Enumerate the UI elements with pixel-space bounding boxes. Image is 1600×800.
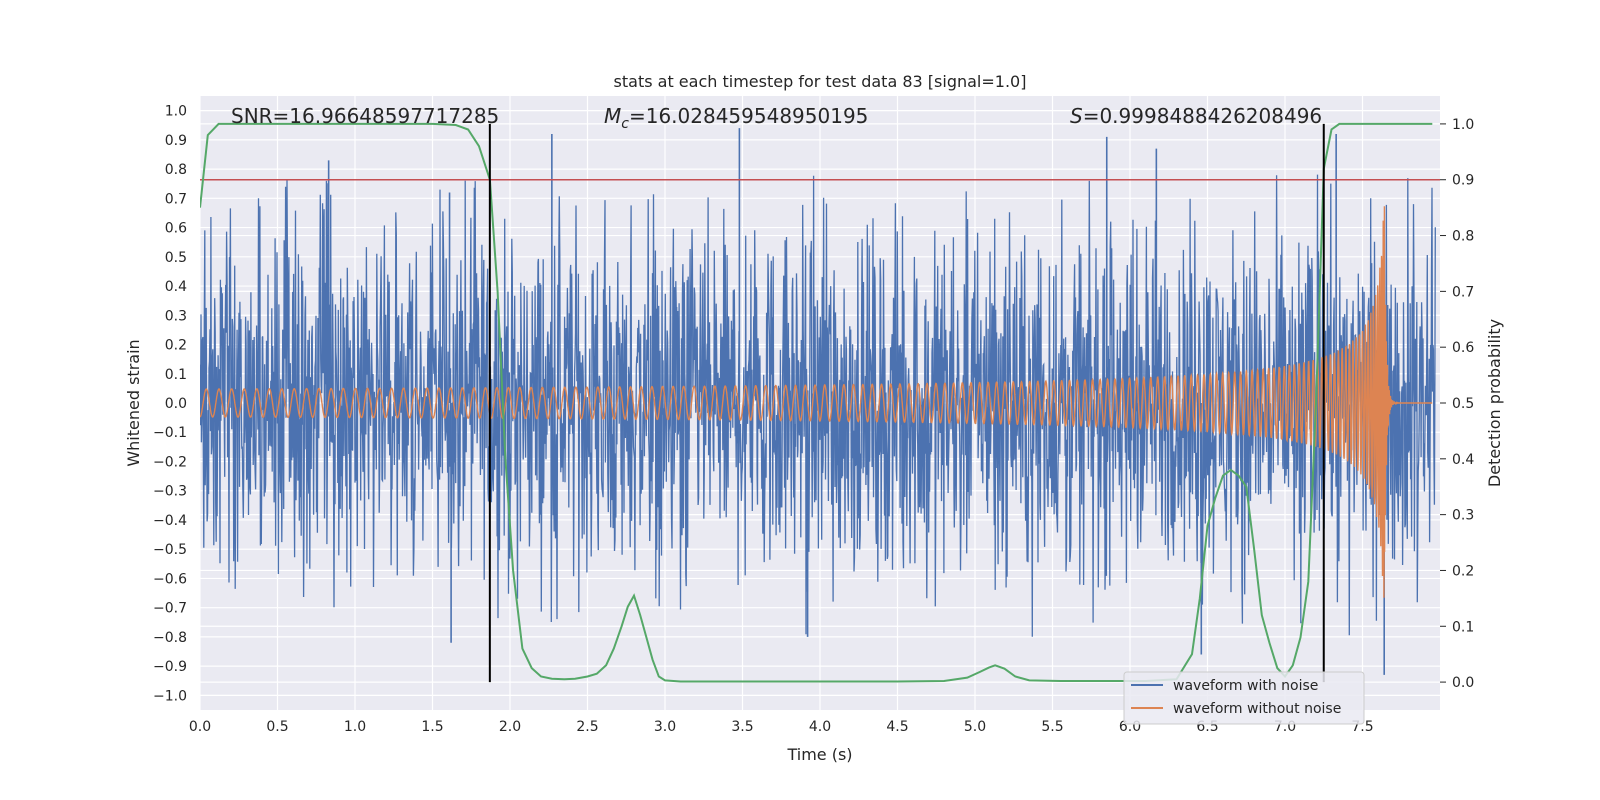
- y2-axis-ticks: 0.0 0.1 0.2 0.3 0.4 0.5 0.6 0.7 0.8 0.9 1.0: [1440, 117, 1474, 691]
- legend-box: [1123, 671, 1365, 725]
- chirp-mass-annotation: Mc=16.028459548950195: [604, 104, 868, 132]
- y-tick-label: −0.3: [153, 484, 187, 500]
- chirp-mass-value: =16.028459548950195: [629, 104, 868, 128]
- y-tick-label: 0.2: [165, 338, 187, 354]
- y2-tick-label: 0.2: [1452, 563, 1474, 579]
- x-tick-label: 3.5: [731, 719, 753, 735]
- y-tick-label: 1.0: [165, 104, 187, 120]
- x-tick-label: 1.5: [421, 719, 443, 735]
- y-tick-label: 0.8: [165, 162, 187, 178]
- chirp-mass-symbol: M: [604, 104, 621, 128]
- chirp-mass-subscript: c: [621, 116, 629, 132]
- y-tick-label: 0.5: [165, 250, 187, 266]
- x-axis-label: Time (s): [786, 745, 852, 764]
- y2-tick-label: 1.0: [1452, 117, 1474, 133]
- y-tick-label: −0.8: [153, 630, 187, 646]
- y2-axis-label: Detection probability: [1485, 319, 1504, 487]
- x-tick-label: 0.5: [266, 719, 288, 735]
- clean-waveform-line: [200, 206, 1433, 598]
- x-tick-label: 0.0: [189, 719, 211, 735]
- x-tick-label: 4.0: [809, 719, 831, 735]
- y2-tick-label: 0.7: [1452, 284, 1474, 300]
- y-axis-ticks: −1.0 −0.9 −0.8 −0.7 −0.6 −0.5 −0.4 −0.3 −0.2 −0.1…: [153, 104, 187, 705]
- x-tick-label: 3.0: [654, 719, 676, 735]
- y-axis-label: Whitened strain: [124, 339, 143, 466]
- legend: waveform with noise waveform without noi…: [1123, 671, 1365, 725]
- y-tick-label: −0.2: [153, 454, 187, 470]
- y-tick-label: 0.4: [165, 279, 187, 295]
- x-tick-label: 5.5: [1041, 719, 1063, 735]
- y-tick-label: 0.9: [165, 133, 187, 149]
- y-tick-label: −1.0: [153, 688, 187, 704]
- score-value: =0.9998488426208496: [1083, 104, 1322, 128]
- y2-tick-label: 0.1: [1452, 619, 1474, 635]
- plot-area: [200, 122, 1440, 683]
- snr-annotation: SNR=16.96648597717285: [231, 104, 499, 128]
- y-tick-label: −0.6: [153, 571, 187, 587]
- y-tick-label: 0.7: [165, 191, 187, 207]
- y-tick-label: −0.4: [153, 513, 187, 529]
- y-tick-label: 0.3: [165, 308, 187, 324]
- x-tick-label: 4.5: [886, 719, 908, 735]
- legend-label-with-noise: waveform with noise: [1173, 678, 1318, 694]
- x-tick-label: 2.5: [576, 719, 598, 735]
- x-tick-label: 5.0: [964, 719, 986, 735]
- legend-label-without-noise: waveform without noise: [1173, 701, 1341, 717]
- chart-title: stats at each timestep for test data 83 …: [614, 72, 1027, 91]
- y-tick-label: 0.0: [165, 396, 187, 412]
- y2-tick-label: 0.5: [1452, 396, 1474, 412]
- y-tick-label: −0.1: [153, 425, 187, 441]
- y2-tick-label: 0.9: [1452, 173, 1474, 189]
- score-annotation: S=0.9998488426208496: [1070, 104, 1322, 128]
- y-tick-label: −0.7: [153, 601, 187, 617]
- x-tick-label: 1.0: [344, 719, 366, 735]
- y-tick-label: 0.6: [165, 221, 187, 237]
- y2-tick-label: 0.8: [1452, 229, 1474, 245]
- y2-tick-label: 0.0: [1452, 675, 1474, 691]
- noisy-waveform-line: [200, 174, 1436, 637]
- y-tick-label: −0.5: [153, 542, 187, 558]
- detection-probability-line: [200, 122, 1433, 683]
- x-tick-label: 2.0: [499, 719, 521, 735]
- y2-tick-label: 0.4: [1452, 452, 1474, 468]
- score-symbol: S: [1070, 104, 1083, 128]
- y-tick-label: 0.1: [165, 367, 187, 383]
- y2-tick-label: 0.3: [1452, 508, 1474, 524]
- y-tick-label: −0.9: [153, 659, 187, 675]
- y2-tick-label: 0.6: [1452, 340, 1474, 356]
